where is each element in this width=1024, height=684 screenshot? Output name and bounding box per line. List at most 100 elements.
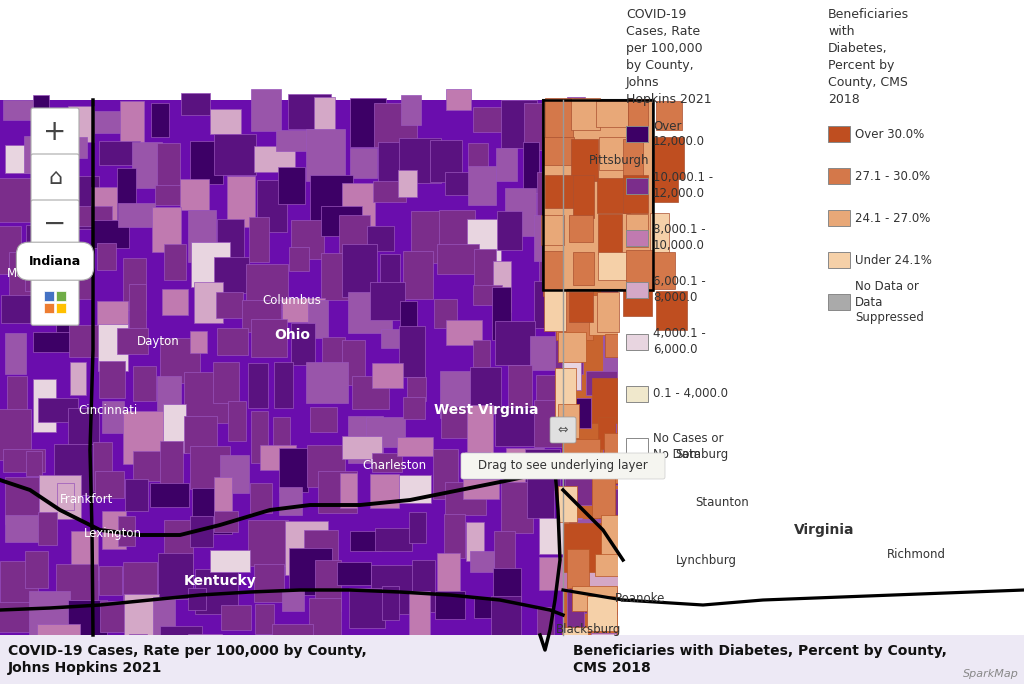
Bar: [959, 361, 995, 406]
Bar: [633, 569, 670, 606]
Bar: [61, 642, 103, 684]
Bar: [69, 408, 99, 455]
Text: Mur: Mur: [7, 267, 30, 280]
Bar: [983, 512, 1016, 564]
Bar: [597, 292, 620, 332]
Bar: [824, 301, 865, 337]
Bar: [887, 328, 927, 358]
Bar: [836, 471, 878, 504]
Bar: [883, 171, 919, 202]
Bar: [180, 179, 209, 210]
Bar: [569, 569, 587, 613]
Bar: [592, 378, 617, 423]
Bar: [691, 330, 733, 350]
Bar: [988, 223, 1019, 253]
Bar: [117, 328, 148, 354]
Bar: [322, 206, 362, 236]
Bar: [621, 409, 666, 456]
Bar: [37, 624, 80, 644]
Bar: [445, 320, 482, 345]
Bar: [663, 432, 707, 477]
Bar: [958, 601, 976, 629]
Text: Staunton: Staunton: [695, 496, 749, 510]
Bar: [631, 668, 655, 684]
Bar: [801, 551, 820, 603]
Bar: [803, 521, 837, 568]
Bar: [370, 475, 398, 508]
Bar: [657, 216, 700, 236]
Bar: [434, 663, 465, 684]
Bar: [590, 250, 617, 281]
Bar: [558, 486, 577, 522]
Text: 4,000.1 -
6,000.0: 4,000.1 - 6,000.0: [653, 328, 706, 356]
Bar: [686, 137, 722, 168]
Bar: [91, 187, 119, 220]
Bar: [133, 451, 162, 481]
Bar: [888, 109, 927, 145]
Bar: [828, 294, 850, 310]
Text: Lexington: Lexington: [84, 527, 141, 540]
Bar: [154, 597, 175, 649]
Bar: [921, 101, 948, 141]
Bar: [430, 140, 462, 183]
Bar: [437, 553, 461, 604]
Bar: [798, 101, 815, 143]
Bar: [71, 362, 86, 395]
Bar: [444, 172, 487, 195]
Bar: [544, 289, 565, 332]
Bar: [626, 334, 648, 350]
Bar: [653, 174, 678, 202]
Bar: [862, 321, 905, 359]
Bar: [400, 301, 417, 332]
Bar: [118, 516, 135, 546]
Bar: [589, 101, 614, 146]
Bar: [652, 625, 690, 665]
Bar: [433, 635, 470, 668]
Bar: [315, 560, 341, 611]
Bar: [5, 477, 39, 523]
Bar: [373, 181, 407, 202]
Bar: [886, 395, 915, 421]
Bar: [372, 566, 414, 614]
Bar: [372, 363, 402, 388]
Bar: [721, 395, 762, 438]
Text: Virginia: Virginia: [794, 523, 855, 537]
Bar: [259, 445, 296, 470]
Bar: [953, 569, 989, 600]
Bar: [322, 337, 345, 389]
Bar: [1023, 673, 1024, 684]
Bar: [273, 417, 290, 463]
Bar: [952, 146, 979, 170]
Bar: [869, 645, 891, 672]
Bar: [496, 321, 535, 365]
Bar: [278, 168, 305, 205]
Bar: [836, 605, 863, 646]
Bar: [817, 171, 851, 209]
Text: No Cases or
No Data: No Cases or No Data: [653, 432, 724, 460]
Bar: [492, 596, 521, 644]
Bar: [623, 631, 641, 656]
Bar: [71, 531, 98, 580]
Bar: [213, 362, 240, 403]
Bar: [125, 479, 148, 510]
Bar: [562, 360, 582, 390]
Bar: [254, 564, 285, 602]
Bar: [767, 527, 813, 562]
Bar: [854, 222, 891, 254]
Bar: [244, 639, 271, 676]
Bar: [851, 402, 882, 449]
Bar: [792, 625, 813, 649]
Bar: [1022, 226, 1024, 267]
Bar: [996, 356, 1024, 377]
Bar: [374, 103, 417, 146]
Bar: [626, 107, 658, 136]
Bar: [190, 446, 229, 489]
FancyBboxPatch shape: [461, 453, 665, 479]
Bar: [835, 132, 868, 169]
Bar: [164, 668, 184, 684]
Bar: [402, 397, 425, 419]
Bar: [697, 95, 726, 116]
Bar: [372, 453, 401, 472]
Bar: [155, 185, 181, 205]
Bar: [308, 598, 341, 646]
